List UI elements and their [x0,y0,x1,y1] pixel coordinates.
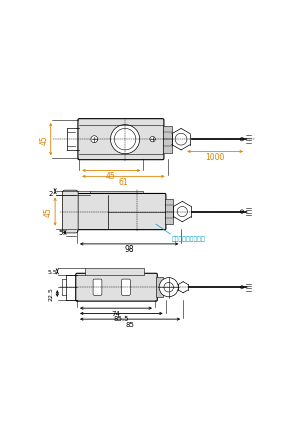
Text: 5: 5 [58,230,63,236]
Text: 74: 74 [112,310,120,316]
Circle shape [240,138,244,141]
Bar [162,126,172,153]
Bar [85,268,144,275]
Circle shape [114,129,136,151]
Circle shape [240,210,244,214]
Text: 85: 85 [126,321,134,327]
Circle shape [110,125,140,155]
Bar [90,191,143,195]
Text: 61: 61 [119,177,128,186]
Text: 45: 45 [44,207,53,217]
Text: 45: 45 [40,135,49,145]
Text: 45: 45 [106,171,116,181]
FancyBboxPatch shape [121,279,130,296]
Circle shape [175,134,187,146]
Circle shape [150,137,155,142]
Bar [165,199,173,225]
Bar [156,277,163,298]
Circle shape [177,207,187,217]
Circle shape [164,283,173,293]
Circle shape [241,286,243,289]
Text: 5.5: 5.5 [48,269,57,274]
Text: 2: 2 [49,190,53,196]
Circle shape [91,136,98,143]
Text: 98: 98 [124,245,134,253]
FancyBboxPatch shape [76,194,166,230]
Text: サポートブラケット: サポートブラケット [171,236,205,241]
FancyBboxPatch shape [93,279,102,296]
FancyBboxPatch shape [62,191,78,233]
FancyBboxPatch shape [76,274,157,302]
Text: 85.5: 85.5 [113,315,129,321]
FancyBboxPatch shape [78,119,164,160]
Text: 1000: 1000 [205,152,225,161]
Circle shape [159,278,178,297]
Text: 22.5: 22.5 [49,287,54,301]
